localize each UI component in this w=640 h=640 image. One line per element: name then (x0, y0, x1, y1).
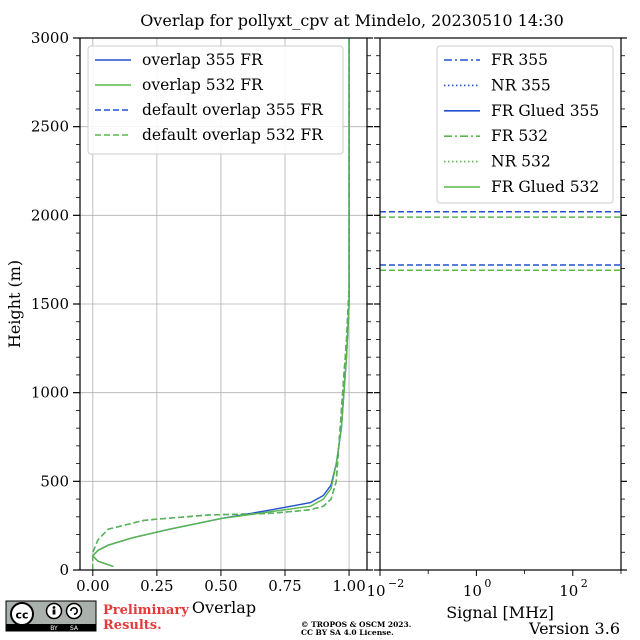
legend-label: NR 532 (491, 153, 551, 171)
chart-title: Overlap for pollyxt_cpv at Mindelo, 2023… (140, 11, 564, 30)
left-y-tick-label: 2500 (31, 118, 69, 136)
copyright-line-2: CC BY SA 4.0 License. (301, 628, 394, 637)
left-y-tick-label: 3000 (31, 29, 69, 47)
legend-label: overlap 355 FR (142, 51, 264, 69)
legend-label: overlap 532 FR (142, 76, 264, 94)
left-y-tick-label: 1500 (31, 295, 69, 313)
left-y-tick-label: 2000 (31, 206, 69, 224)
left-ticks: 0.00 0.25 0.50 0.75 1.00 0 500 1000 1500 2000 2500… (31, 29, 373, 595)
results-label: Results. (103, 618, 162, 633)
legend-frame (436, 45, 614, 204)
right-x-tick-exponent: −2 (388, 577, 404, 590)
legend-label: default overlap 355 FR (142, 101, 324, 119)
right-x-tick-label: 10 (366, 582, 385, 600)
cc-by-sa-license-icon: cc BY SA (5, 600, 97, 632)
legend-label: FR 355 (491, 51, 548, 69)
left-x-tick-label: 1.00 (332, 577, 365, 595)
right-ticks: 10 −2 10 0 10 2 (366, 37, 627, 600)
left-y-tick-label: 0 (59, 561, 69, 579)
left-x-tick-label: 0.00 (76, 577, 109, 595)
legend-label: FR Glued 355 (491, 102, 599, 120)
right-hlines-group (380, 211, 621, 272)
preliminary-label: Preliminary (103, 603, 189, 618)
legend-frame (87, 45, 344, 155)
legend-label: FR 532 (491, 127, 548, 145)
svg-text:cc: cc (15, 609, 28, 622)
left-x-tick-label: 0.75 (268, 577, 301, 595)
cc-by-label: BY (50, 625, 58, 632)
cc-sa-label: SA (70, 625, 79, 632)
right-x-tick-label: 10 (559, 582, 578, 600)
legend-label: FR Glued 532 (491, 178, 599, 196)
left-x-tick-label: 0.50 (204, 577, 237, 595)
version-label: Version 3.6 (528, 619, 620, 638)
left-legend: overlap 355 FR overlap 532 FR default over… (87, 45, 344, 155)
legend-label: default overlap 532 FR (142, 126, 324, 144)
left-x-axis-label: Overlap (192, 598, 256, 617)
left-x-tick-label: 0.25 (140, 577, 173, 595)
right-x-tick-exponent: 2 (581, 577, 588, 590)
right-x-axis-label: Signal [MHz] (446, 603, 554, 622)
right-legend: FR 355 NR 355 FR Glued 355 FR 532 NR 532 FR G… (436, 45, 614, 204)
right-x-tick-exponent: 0 (484, 577, 491, 590)
series-line-default-overlap-532-fr (92, 38, 350, 570)
copyright-line-1: © TROPOS & OSCM 2023. (301, 620, 411, 629)
left-series-group (91, 38, 350, 570)
left-y-tick-label: 1000 (31, 384, 69, 402)
legend-label: NR 355 (491, 76, 551, 94)
left-y-tick-label: 500 (40, 472, 69, 490)
right-x-tick-label: 10 (463, 582, 482, 600)
left-y-axis-label: Height (m) (5, 260, 24, 348)
